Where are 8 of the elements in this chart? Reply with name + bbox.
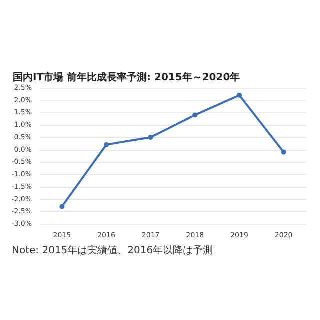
point (104, 142, 109, 148)
point (60, 204, 65, 210)
chart-title: 国内IT市場 前年比成長率予測: 2015年～2020年 (13, 72, 240, 84)
point (192, 112, 198, 118)
text: Note: 2015年は実績値、2016年以降は予測 (12, 244, 214, 256)
point (148, 134, 154, 140)
point (237, 92, 242, 98)
point (281, 150, 286, 155)
